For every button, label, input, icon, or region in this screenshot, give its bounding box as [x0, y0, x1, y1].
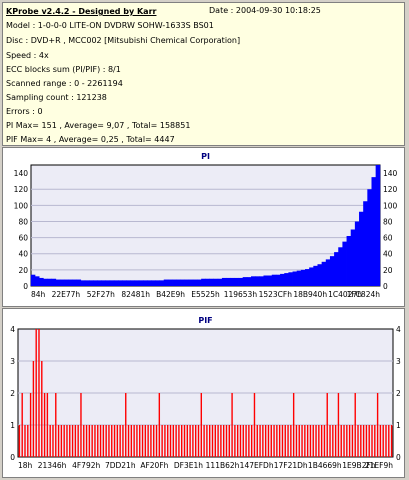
y-tick-label-right: 40 [383, 250, 393, 259]
x-tick-label: 18h [18, 461, 33, 470]
y-tick-label-left: 40 [18, 250, 28, 259]
x-tick-label: AF20Fh [140, 461, 168, 470]
y-tick-label-left: 120 [14, 185, 29, 194]
x-tick-label: 7DD21h [105, 461, 136, 470]
y-tick-label-left: 140 [14, 169, 29, 178]
chart-title: PI [201, 152, 210, 161]
x-tick-label: 1B4669h [308, 461, 342, 470]
y-tick-label-right: 4 [396, 325, 401, 334]
x-tick-label: B42E9h [156, 290, 185, 299]
x-tick-label: 84h [31, 290, 46, 299]
x-tick-label: 17F21Dh [274, 461, 308, 470]
pif-summary-line: PIF Max= 4 , Average= 0,25 , Total= 4447 [6, 135, 175, 144]
errors-line: Errors : 0 [6, 107, 43, 116]
pi-chart-panel: PI 0 0 20 20 40 40 60 60 80 80 100 100 120 120 140 140 84… [2, 147, 405, 307]
speed-line: Speed : 4x [6, 51, 49, 60]
y-tick-label-right: 1 [396, 421, 401, 430]
x-tick-label: 1FC824h [347, 290, 381, 299]
y-tick-label-right: 60 [383, 234, 393, 243]
y-tick-label-left: 3 [10, 357, 15, 366]
y-tick-label-right: 140 [383, 169, 398, 178]
disc-info-panel: KProbe v2.4.2 - Designed by Karr Date : … [2, 2, 405, 146]
model-line: Model : 1-0-0-0 LITE-ON DVDRW SOHW-1633S… [6, 21, 214, 30]
y-tick-label-left: 60 [18, 234, 28, 243]
y-tick-label-right: 0 [396, 453, 401, 462]
pif-chart-panel: PIF 0 0 1 1 2 2 3 3 4 4 18h 21346h 4F792h 7DD21h AF20Fh… [2, 308, 405, 478]
y-tick-label-left: 2 [10, 389, 15, 398]
x-tick-label: 22E77h [52, 290, 81, 299]
sampling-line: Sampling count : 121238 [6, 93, 107, 102]
x-tick-label: 52F27h [87, 290, 115, 299]
y-tick-label-left: 80 [18, 217, 28, 226]
y-tick-label-right: 20 [383, 266, 393, 275]
y-tick-label-left: 0 [23, 282, 28, 291]
x-tick-label: 21346h [38, 461, 67, 470]
scan-date: Date : 2004-09-30 10:18:25 [209, 6, 321, 15]
y-tick-label-left: 1 [10, 421, 15, 430]
x-tick-label: 82481h [121, 290, 150, 299]
y-tick-label-right: 0 [383, 282, 388, 291]
pi-chart: PI 0 0 20 20 40 40 60 60 80 80 100 100 120 120 140 140 84… [14, 152, 398, 299]
x-tick-label: E5525h [191, 290, 220, 299]
pif-chart: PIF 0 0 1 1 2 2 3 3 4 4 18h 21346h 4F792h 7DD21h AF20Fh… [10, 316, 401, 470]
disc-line: Disc : DVD+R , MCC002 [Mitsubishi Chemic… [6, 36, 241, 45]
x-tick-label: 21EF9h [365, 461, 393, 470]
y-tick-label-left: 100 [14, 201, 29, 210]
x-tick-label: 111B62h [206, 461, 240, 470]
y-tick-label-right: 2 [396, 389, 401, 398]
x-tick-label: 18B940h [293, 290, 327, 299]
x-tick-label: DF3E1h [174, 461, 203, 470]
x-tick-label: 147EFDh [240, 461, 274, 470]
y-tick-label-right: 3 [396, 357, 401, 366]
y-tick-label-left: 0 [10, 453, 15, 462]
x-tick-label: 4F792h [72, 461, 100, 470]
y-tick-label-right: 100 [383, 201, 398, 210]
x-tick-label: 1E9B2Fh [342, 461, 376, 470]
pi-summary-line: PI Max= 151 , Average= 9,07 , Total= 158… [6, 121, 191, 130]
y-tick-label-right: 120 [383, 185, 398, 194]
x-tick-label: 119653h [224, 290, 258, 299]
ecc-line: ECC blocks sum (PI/PIF) : 8/1 [6, 65, 121, 74]
y-tick-label-right: 80 [383, 217, 393, 226]
app-title: KProbe v2.4.2 - Designed by Karr [6, 7, 157, 16]
x-tick-label: 1523CFh [259, 290, 293, 299]
chart-title: PIF [198, 316, 212, 325]
range-line: Scanned range : 0 - 2261194 [6, 79, 123, 88]
x-tick-label: 1C4027h [328, 290, 362, 299]
y-tick-label-left: 20 [18, 266, 28, 275]
y-tick-label-left: 4 [10, 325, 15, 334]
